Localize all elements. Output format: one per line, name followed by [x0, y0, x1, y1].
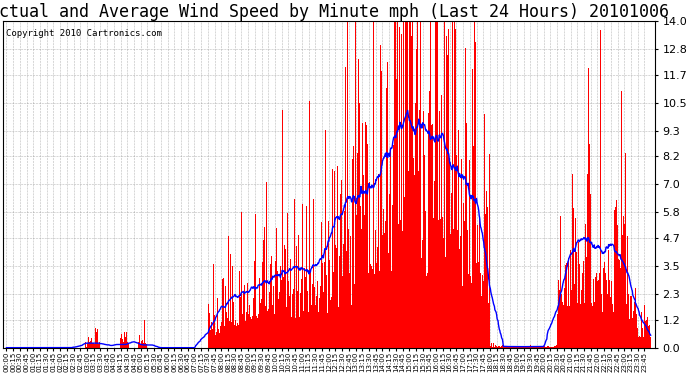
Text: Copyright 2010 Cartronics.com: Copyright 2010 Cartronics.com: [6, 29, 162, 38]
Title: Actual and Average Wind Speed by Minute mph (Last 24 Hours) 20101006: Actual and Average Wind Speed by Minute …: [0, 3, 669, 21]
